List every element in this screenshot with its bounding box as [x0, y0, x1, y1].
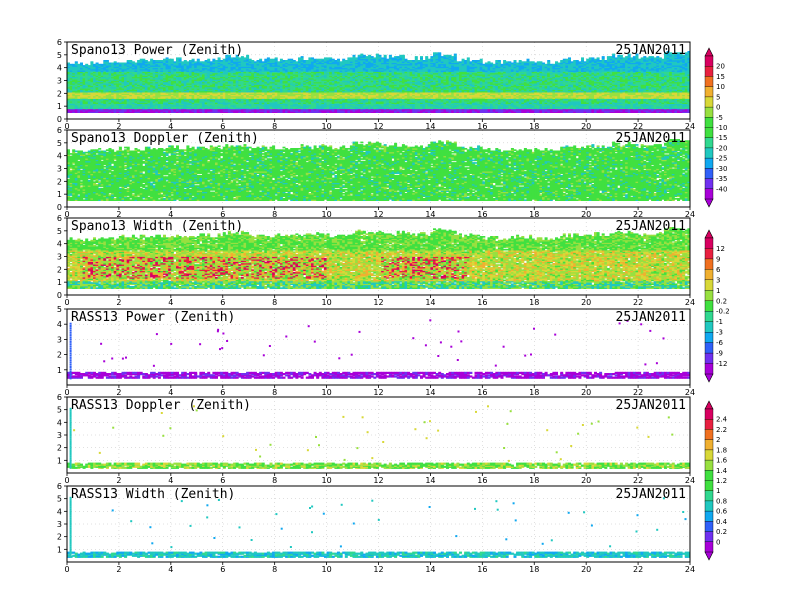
heatmap-cell — [129, 60, 132, 62]
heatmap-cell — [77, 64, 80, 66]
heatmap-cell — [124, 63, 127, 65]
heatmap-cell — [127, 60, 130, 62]
heatmap-cell — [111, 63, 114, 65]
heatmap-cell — [83, 65, 86, 67]
heatmap-cell — [184, 60, 187, 62]
heatmap-cell — [88, 65, 91, 67]
heatmap-cell — [148, 61, 151, 63]
heatmap-cell — [251, 60, 254, 62]
heatmap-cell — [189, 60, 192, 62]
heatmap-cell — [140, 59, 143, 61]
heatmap-cell — [101, 64, 104, 66]
heatmap-cell — [186, 61, 189, 63]
heatmap-cell — [106, 60, 109, 62]
heatmap-cell — [122, 63, 125, 65]
heatmap-cell — [114, 61, 117, 63]
heatmap-cell — [199, 61, 202, 63]
heatmap-cell — [80, 63, 83, 65]
heatmap-cell — [192, 59, 195, 61]
heatmap-cell — [244, 57, 247, 59]
heatmap-cell — [257, 60, 260, 62]
heatmap-cell — [109, 63, 112, 65]
heatmap-cell — [142, 59, 145, 61]
heatmap-cell — [145, 60, 148, 62]
heatmap-cell — [171, 59, 174, 61]
heatmap-cell — [70, 64, 73, 66]
heatmap-cell — [160, 60, 163, 62]
heatmap-cell — [153, 60, 156, 62]
heatmap-cell — [197, 59, 200, 61]
heatmap-cell — [119, 63, 122, 65]
heatmap-cell — [207, 59, 210, 61]
heatmap-cell — [155, 60, 158, 62]
heatmap-cell — [135, 63, 138, 65]
heatmap-cell — [181, 61, 184, 63]
heatmap-cell — [249, 59, 252, 61]
heatmap-cell — [210, 61, 213, 63]
heatmap-cell — [220, 60, 223, 62]
heatmap-cell — [205, 60, 208, 62]
heatmap-cell — [90, 61, 93, 63]
heatmap-cell — [259, 59, 262, 61]
heatmap-cell — [150, 59, 153, 61]
heatmap-cell — [103, 60, 106, 62]
heatmap-cell — [215, 60, 218, 62]
heatmap-cell — [173, 61, 176, 63]
heatmap-cell — [194, 61, 197, 63]
heatmap-cell — [85, 64, 88, 66]
heatmap-cell — [212, 59, 215, 61]
heatmap-cell — [202, 61, 205, 63]
heatmap-cell — [75, 61, 78, 63]
heatmap-cell — [246, 55, 249, 57]
heatmap-cell — [93, 64, 96, 66]
heatmap-cell — [96, 63, 99, 65]
heatmap-cell — [116, 63, 119, 65]
heatmap-cell — [137, 60, 140, 62]
heatmap-cell — [132, 61, 135, 63]
panel-spano13-power: Spano13 Power (Zenith) 25JAN2011 0 2 4 6 8 10… — [57, 38, 695, 131]
heatmap-cell — [168, 59, 171, 61]
heatmap-cell — [72, 64, 75, 66]
heatmap-cell — [254, 61, 257, 63]
heatmap-cell — [163, 59, 166, 61]
